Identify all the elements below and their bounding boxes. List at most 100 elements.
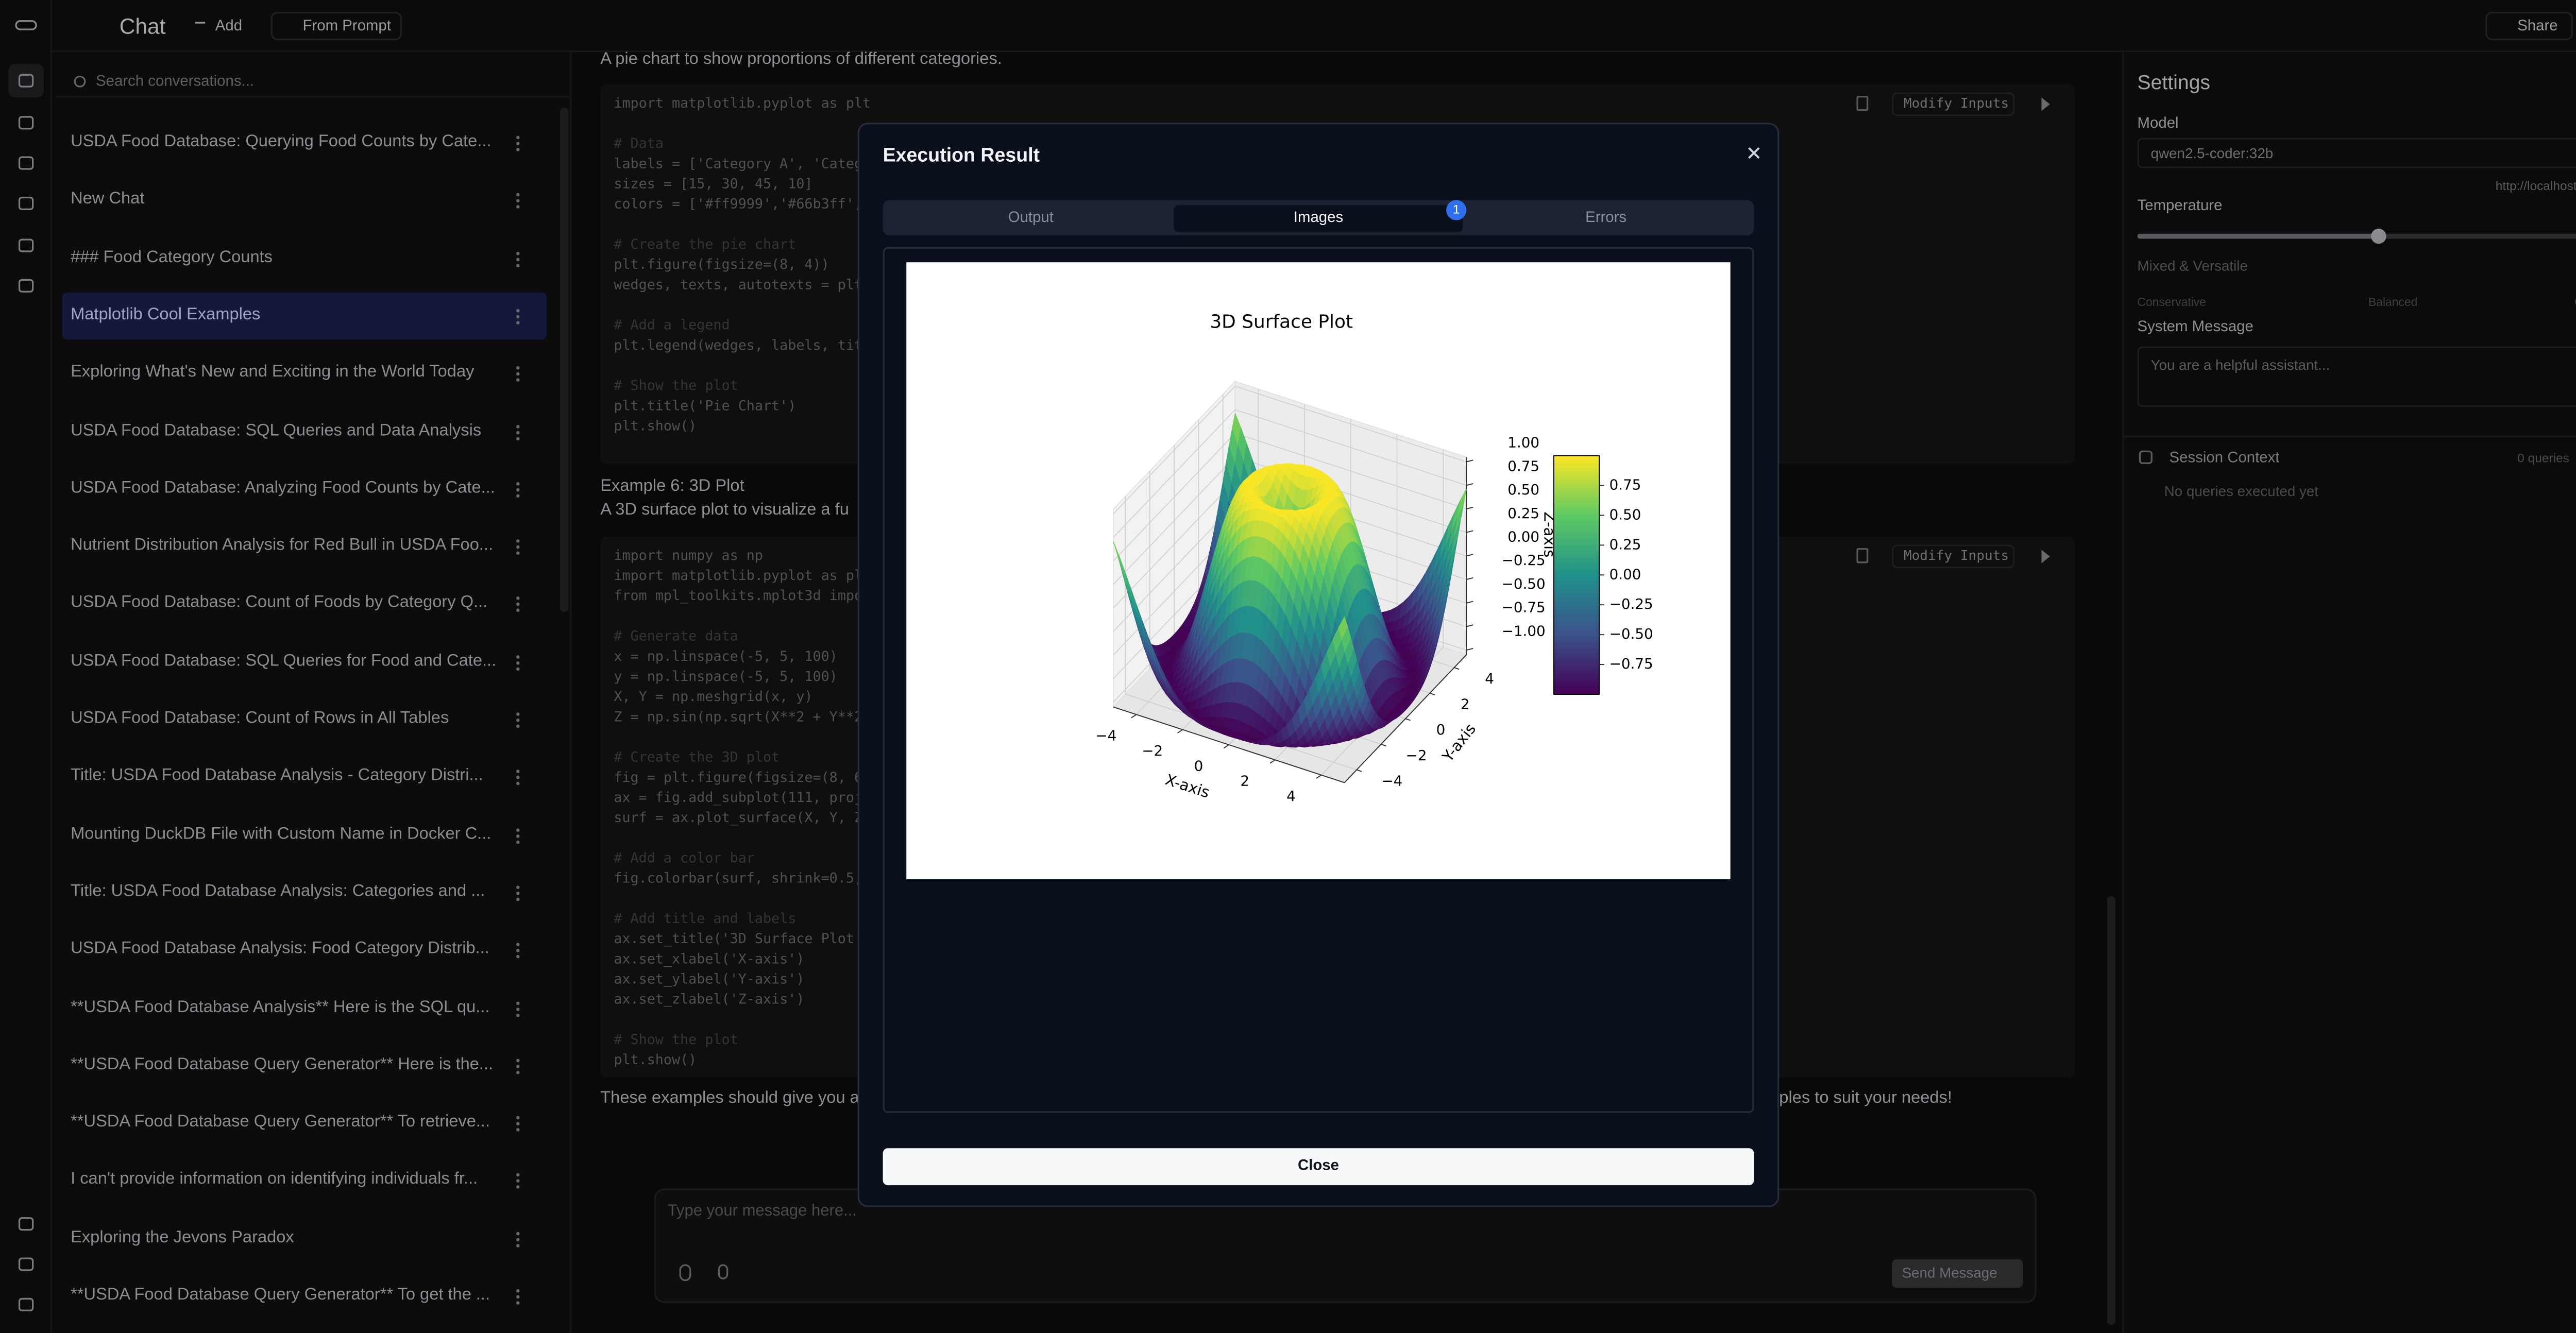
conversation-menu[interactable] [516,307,520,324]
run-icon[interactable] [2041,550,2050,563]
add-button[interactable]: Add [215,16,243,34]
conversation-item[interactable]: USDA Food Database: Count of Rows in All… [71,709,449,728]
conversation-item[interactable]: USDA Food Database Analysis: Food Catego… [71,940,489,959]
conversation-item[interactable]: **USDA Food Database Analysis** Here is … [71,998,490,1017]
conversation-item[interactable]: USDA Food Database: Querying Food Counts… [71,132,492,151]
send-label[interactable]: Send Message [1902,1264,1997,1281]
from-prompt-button[interactable] [270,11,402,41]
tab[interactable]: Output [1008,208,1054,226]
conversation-item[interactable]: Mounting DuckDB File with Custom Name in… [71,825,492,844]
tick-mark [1466,483,1473,486]
copy-icon[interactable] [1856,548,1869,563]
nav-icon[interactable] [18,238,34,252]
conversation-menu[interactable] [516,595,520,613]
nav-icon[interactable] [18,1257,34,1271]
share-button[interactable] [2485,11,2573,41]
tab[interactable]: Images [1293,208,1344,226]
conversation-item[interactable]: USDA Food Database: SQL Queries and Data… [71,421,482,440]
conversation-item[interactable]: Exploring the Jevons Paradox [71,1228,294,1247]
z-tick-label: 0.25 [1507,505,1539,522]
tick-mark [1177,729,1183,733]
modal-close-icon[interactable] [1745,140,1762,159]
session-context[interactable]: Session Context [2169,449,2280,466]
nav-icon[interactable] [18,196,34,210]
modify-inputs-button[interactable] [1892,92,2015,116]
search-box[interactable] [55,67,569,98]
selected-conversation [62,292,547,339]
conversation-item[interactable]: Matplotlib Cool Examples [71,305,261,324]
tick-mark [1466,530,1473,533]
conversation-item[interactable]: **USDA Food Database Query Generator** T… [71,1113,490,1132]
conversation-menu[interactable] [516,653,520,671]
nav-icon[interactable] [18,1217,34,1231]
attach-icon[interactable] [679,1264,691,1281]
conversation-item[interactable]: Exploring What's New and Exciting in the… [71,363,474,382]
conversation-menu[interactable] [516,1057,520,1074]
model-value[interactable]: qwen2.5-coder:32b [2150,144,2274,162]
conversation-menu[interactable] [516,1288,520,1305]
conversation-menu[interactable] [516,1230,520,1247]
conversation-item[interactable]: I can't provide information on identifyi… [71,1171,478,1189]
nav-icon[interactable] [18,74,34,88]
nav-icon[interactable] [18,279,34,293]
modify-inputs-label[interactable]: Modify Inputs [1903,548,2009,563]
add-icon[interactable] [195,22,206,32]
run-icon[interactable] [2041,97,2050,111]
conversation-item[interactable]: ### Food Category Counts [71,248,273,267]
conversation-item[interactable]: Title: USDA Food Database Analysis: Cate… [71,882,485,901]
mic-icon[interactable] [718,1264,728,1279]
conversation-item[interactable]: Title: USDA Food Database Analysis - Cat… [71,767,483,786]
conversation-menu[interactable] [516,134,520,151]
top-bar [52,0,2576,53]
conversation-item[interactable]: **USDA Food Database Query Generator** T… [71,1286,490,1305]
scale-label: Conservative [2137,297,2206,310]
code-line: import numpy as np [614,546,763,563]
conversation-menu[interactable] [516,1172,520,1189]
conversation-item[interactable]: USDA Food Database: Count of Foods by Ca… [71,594,488,613]
conversation-menu[interactable] [516,1115,520,1132]
slider-knob[interactable] [2371,228,2386,244]
conversation-menu[interactable] [516,480,520,498]
copy-icon[interactable] [1856,96,1869,111]
code-line: ax = fig.add_subplot(111, proj [614,788,863,806]
tick-mark [1466,506,1473,509]
conversation-menu[interactable] [516,538,520,555]
conversation-menu[interactable] [516,365,520,382]
close-label[interactable]: Close [1297,1156,1339,1174]
conversation-item[interactable]: New Chat [71,190,145,209]
conversation-item[interactable]: **USDA Food Database Query Generator** H… [71,1055,494,1074]
conversation-item[interactable]: USDA Food Database: Analyzing Food Count… [71,478,495,498]
conversation-menu[interactable] [516,826,520,844]
system-message[interactable]: You are a helpful assistant... [2150,356,2330,373]
z-tick-label: 0.75 [1507,457,1539,474]
x-tick-label: 0 [1194,757,1204,774]
query-count: 0 queries [2517,450,2569,466]
conversation-menu[interactable] [516,768,520,786]
nav-chat[interactable] [8,64,44,98]
nav-icon[interactable] [18,1297,34,1311]
system-message-input[interactable] [2137,346,2576,407]
conversation-item[interactable]: USDA Food Database: SQL Queries for Food… [71,652,497,671]
send-button[interactable] [1892,1259,2023,1288]
search-placeholder[interactable]: Search conversations... [96,72,255,89]
conversation-menu[interactable] [516,250,520,267]
conversation-menu[interactable] [516,942,520,959]
code-line: # Create the pie chart [614,235,796,252]
nav-icon[interactable] [18,116,34,130]
nav-icon[interactable] [18,156,34,170]
conversation-menu[interactable] [516,999,520,1017]
conversation-menu[interactable] [516,192,520,209]
conversation-menu[interactable] [516,711,520,728]
tab[interactable]: Errors [1585,208,1627,226]
close-x[interactable] [1745,145,1762,162]
conversation-menu[interactable] [516,884,520,901]
close-button[interactable] [883,1148,1754,1186]
modify-inputs-label[interactable]: Modify Inputs [1903,96,2009,111]
conversation-menu[interactable] [516,422,520,440]
model-select[interactable] [2137,138,2576,168]
share-label[interactable]: Share [2517,16,2558,34]
message-input[interactable]: Type your message here... [667,1202,857,1221]
from-prompt-label[interactable]: From Prompt [302,16,391,34]
modify-inputs-button[interactable] [1892,544,2015,569]
conversation-item[interactable]: Nutrient Distribution Analysis for Red B… [71,536,494,555]
